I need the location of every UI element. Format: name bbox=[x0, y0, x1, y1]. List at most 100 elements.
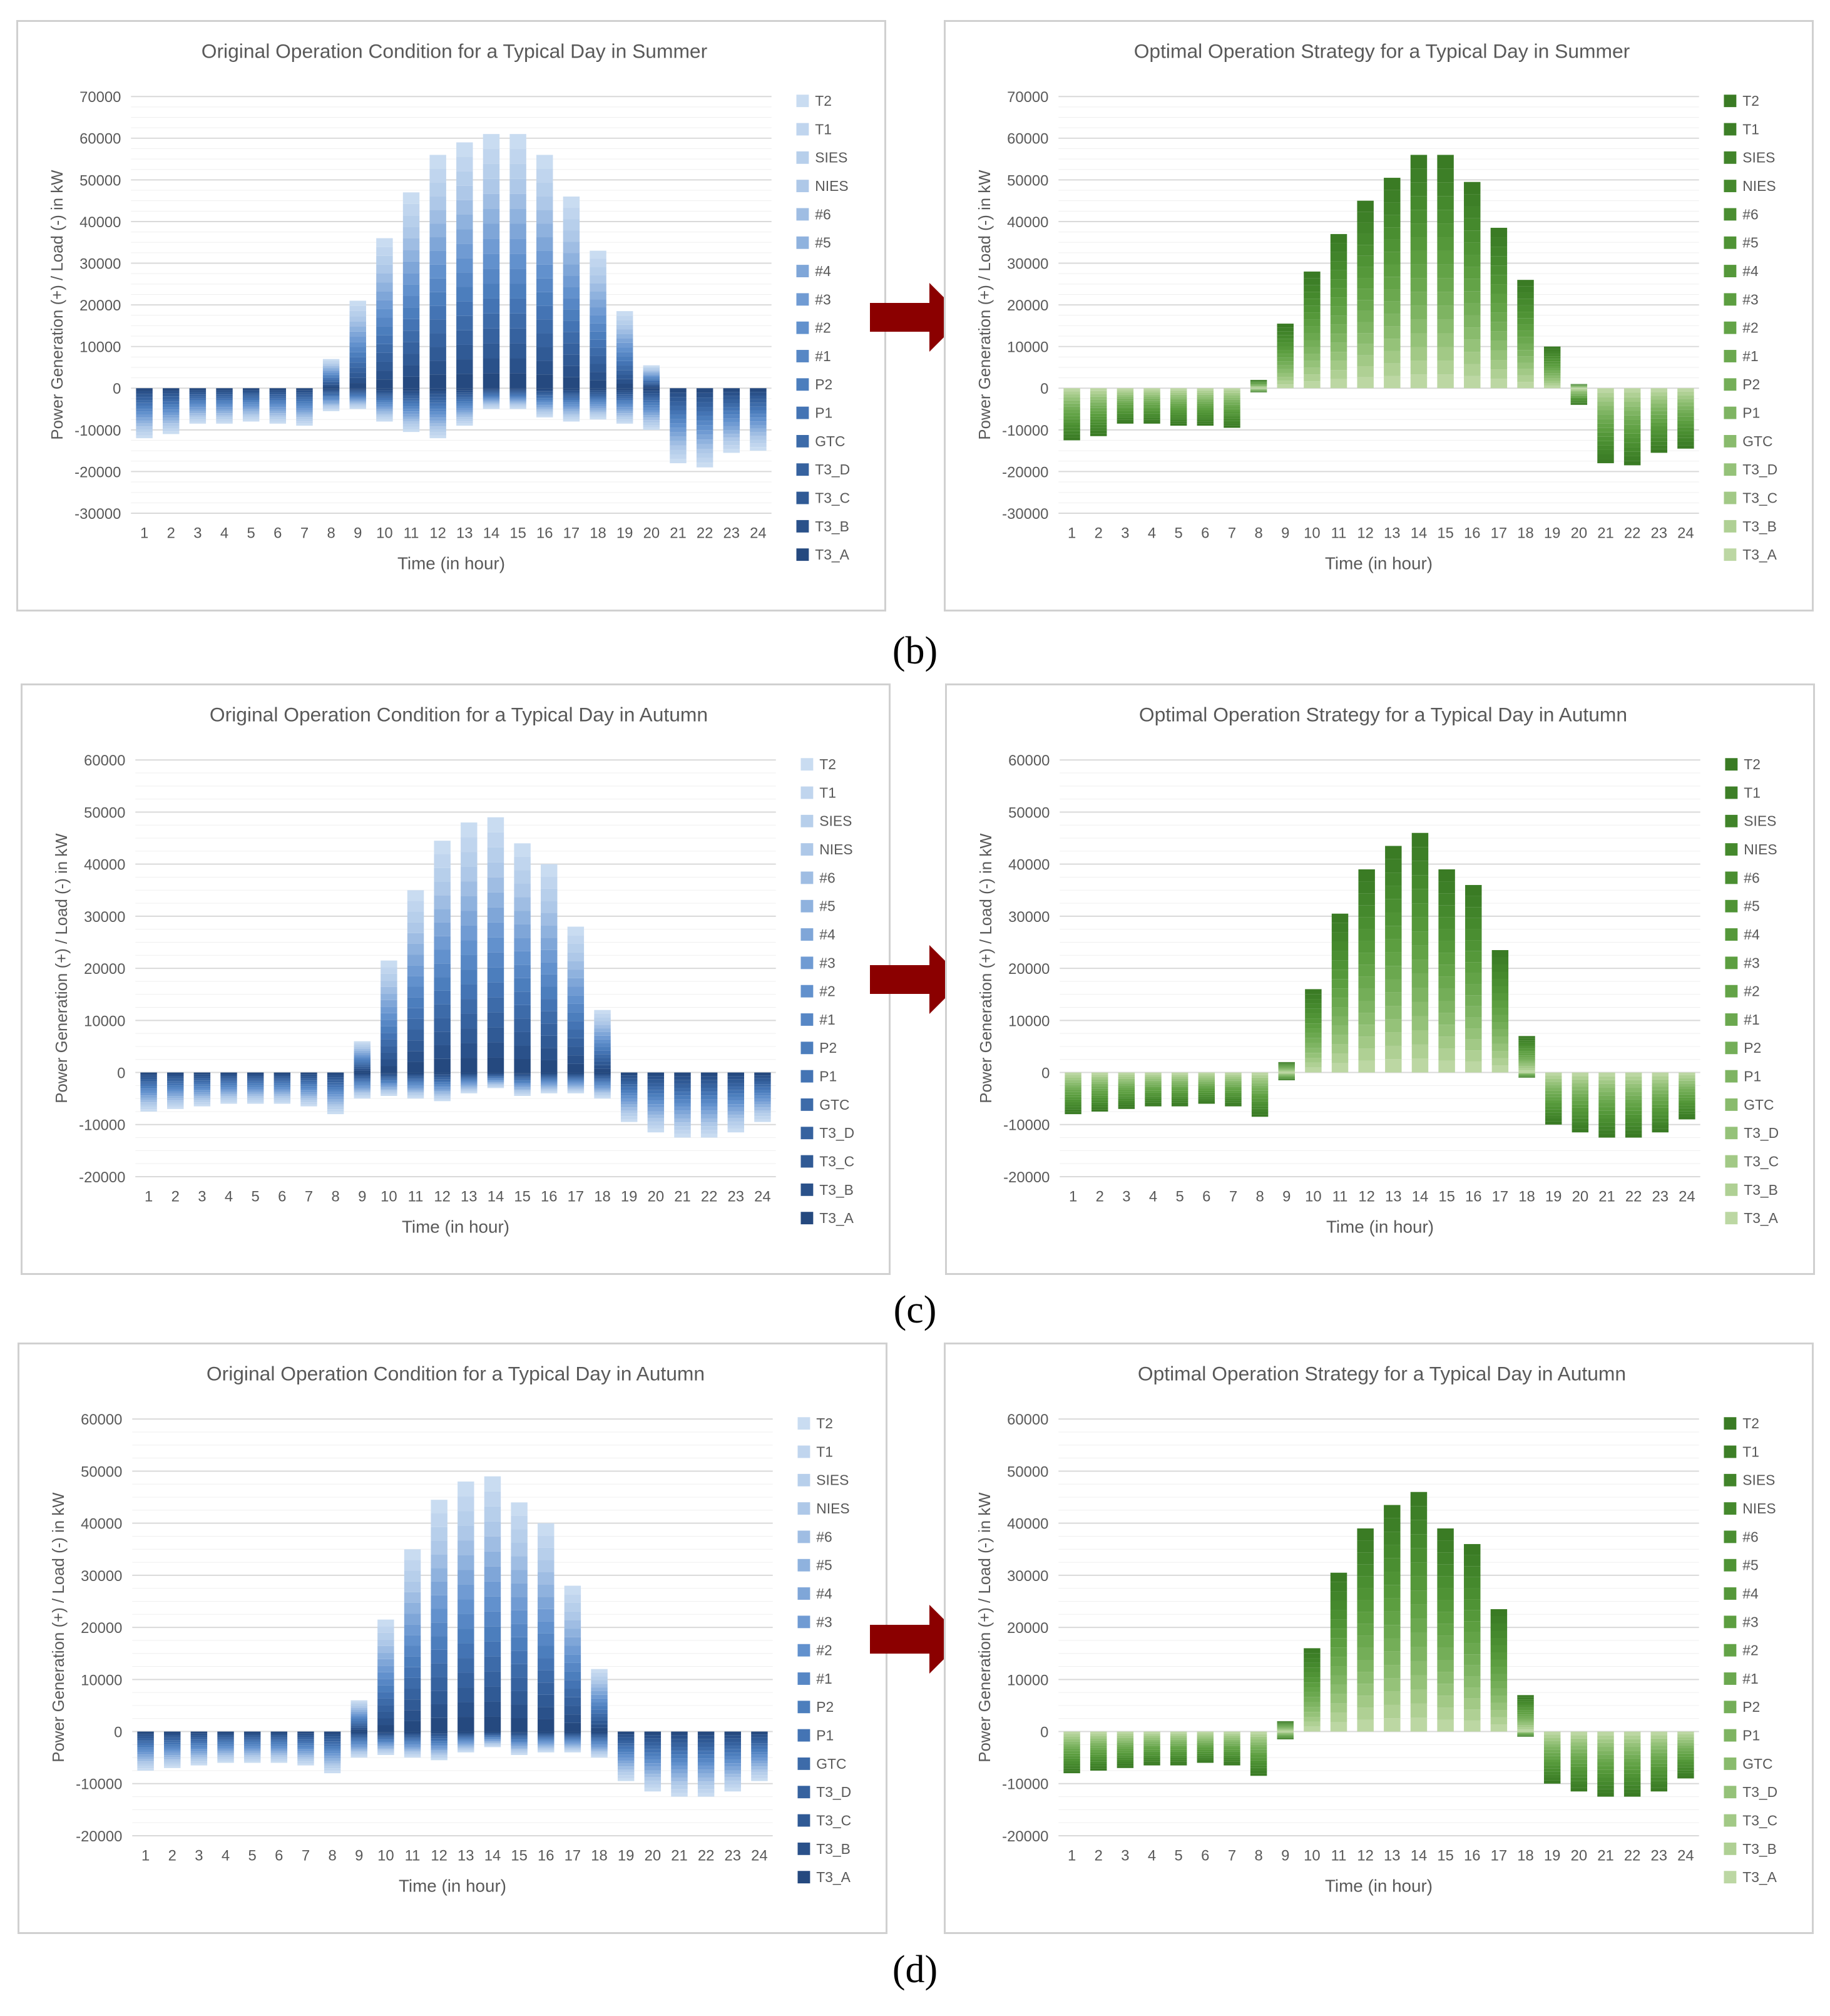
bar-segment-#5 bbox=[1437, 223, 1454, 238]
y-tick-label: -30000 bbox=[74, 506, 121, 523]
bar-segment-T1 bbox=[381, 1093, 397, 1095]
bar-segment-#6 bbox=[1410, 210, 1428, 224]
bar-segment-T1 bbox=[1304, 278, 1321, 285]
bar-segment-#2 bbox=[1063, 412, 1080, 416]
bar-segment-SIES bbox=[541, 888, 558, 901]
bar-segment-T1 bbox=[536, 414, 553, 416]
bar-segment-#2 bbox=[644, 1759, 662, 1764]
bar-segment-T3_D bbox=[1331, 1035, 1349, 1045]
bar-segment-NIES bbox=[1490, 1630, 1508, 1638]
bar-segment-#2 bbox=[1518, 1053, 1535, 1056]
bar-segment-T3_D bbox=[1278, 1073, 1295, 1075]
bar-segment-#5 bbox=[536, 223, 553, 238]
x-axis-label: Time (in hour) bbox=[1325, 553, 1433, 573]
bar-segment-T3_B bbox=[404, 1732, 421, 1735]
legend-label: GTC bbox=[1742, 1756, 1772, 1772]
bar-segment-T3_D bbox=[1277, 1729, 1294, 1730]
y-tick-label: 10000 bbox=[84, 1013, 125, 1030]
bar-segment-#5 bbox=[1597, 1773, 1614, 1778]
bar-segment-T3_A bbox=[1677, 388, 1694, 392]
bar-segment-T3_B bbox=[484, 1701, 501, 1717]
bar-segment-#1 bbox=[536, 278, 553, 292]
bar-segment-P1 bbox=[1198, 1082, 1215, 1084]
bar-segment-T3_A bbox=[1277, 384, 1294, 389]
bar-segment-#1 bbox=[461, 1081, 478, 1083]
bar-segment-T2 bbox=[458, 1481, 474, 1497]
bar-segment-#1 bbox=[647, 1097, 665, 1101]
bar-segment-T3_C bbox=[1679, 1078, 1695, 1081]
bar-segment-NIES bbox=[567, 952, 585, 961]
bar-segment-T3_D bbox=[536, 393, 553, 396]
bar-segment-T3_D bbox=[1570, 1742, 1588, 1746]
bar-segment-NIES bbox=[647, 1118, 665, 1122]
bar-segment-T3_B bbox=[431, 1733, 447, 1735]
legend-swatch bbox=[1724, 434, 1737, 448]
bar-segment-GTC bbox=[407, 1078, 424, 1080]
bar-segment-SIES bbox=[1063, 431, 1080, 434]
bar-segment-#3 bbox=[242, 406, 260, 408]
bar-segment-GTC bbox=[538, 1670, 555, 1683]
bar-segment-SIES bbox=[1570, 1781, 1588, 1784]
bar-segment-#6 bbox=[407, 933, 424, 944]
bar-segment-T3_A bbox=[167, 1072, 184, 1075]
x-tick-label: 22 bbox=[1624, 525, 1641, 542]
bar-segment-T3_C bbox=[407, 1040, 424, 1051]
bar-segment-T3_B bbox=[354, 1068, 371, 1071]
bar-segment-#2 bbox=[429, 411, 446, 415]
bar-segment-#3 bbox=[590, 404, 606, 407]
legend-swatch bbox=[800, 1212, 814, 1225]
bar-segment-T2 bbox=[1277, 1721, 1294, 1722]
bar-segment-T2 bbox=[1570, 404, 1588, 405]
bar-segment-SIES bbox=[564, 1748, 581, 1750]
bar-segment-#2 bbox=[590, 402, 606, 405]
bar-segment-#4 bbox=[402, 261, 420, 274]
bar-segment-SIES bbox=[429, 182, 446, 197]
bar-segment-T3_A bbox=[1358, 1060, 1375, 1073]
bar-segment-#2 bbox=[1304, 1687, 1321, 1692]
bar-segment-SIES bbox=[1623, 1785, 1641, 1789]
bar-segment-T3_C bbox=[727, 1079, 744, 1083]
bar-segment-#5 bbox=[1543, 359, 1561, 362]
bar-segment-T3_C bbox=[1411, 1030, 1429, 1045]
bar-segment-#2 bbox=[754, 1095, 771, 1099]
bar-segment-NIES bbox=[297, 1757, 314, 1760]
bar-segment-#1 bbox=[322, 374, 340, 377]
bar-segment-GTC bbox=[431, 1738, 447, 1741]
bar-segment-P1 bbox=[354, 1061, 371, 1063]
bar-segment-T1 bbox=[1358, 881, 1375, 894]
bar-segment-P2 bbox=[1118, 1085, 1135, 1088]
bar-segment-NIES bbox=[700, 1122, 718, 1127]
legend-label: #6 bbox=[1744, 869, 1759, 886]
bar-segment-#6 bbox=[754, 1107, 771, 1111]
bar-segment-GTC bbox=[509, 313, 526, 329]
legend-label: #1 bbox=[1744, 1011, 1759, 1028]
bar-segment-#6 bbox=[590, 410, 606, 412]
bar-segment-T3_D bbox=[591, 1736, 608, 1738]
bar-segment-T3_C bbox=[670, 397, 687, 402]
bar-segment-T2 bbox=[674, 1133, 691, 1138]
x-tick-label: 5 bbox=[252, 1189, 260, 1205]
bar-segment-#6 bbox=[1305, 1008, 1322, 1014]
bar-segment-#5 bbox=[243, 1751, 261, 1754]
bar-segment-#5 bbox=[1278, 1065, 1295, 1066]
bar-segment-P1 bbox=[190, 1741, 208, 1744]
legend-label: T3_C bbox=[1742, 489, 1777, 506]
bar-segment-T1 bbox=[643, 425, 660, 427]
bar-segment-T3_B bbox=[456, 390, 473, 393]
bar-segment-GTC bbox=[1330, 342, 1347, 352]
bar-segment-T2 bbox=[431, 1500, 447, 1514]
x-tick-label: 24 bbox=[754, 1189, 771, 1205]
bar-segment-T2 bbox=[404, 1549, 421, 1560]
bar-segment-NIES bbox=[1304, 292, 1321, 299]
x-axis-label: Time (in hour) bbox=[1326, 1217, 1434, 1236]
bar-segment-P1 bbox=[1224, 1741, 1240, 1744]
bar-segment-#1 bbox=[1490, 312, 1508, 322]
bar-segment-T3_B bbox=[354, 1073, 371, 1076]
x-tick-label: 5 bbox=[248, 1848, 257, 1865]
bar-segment-P1 bbox=[563, 320, 580, 332]
bar-segment-P1 bbox=[167, 1083, 184, 1086]
bar-segment-T3_D bbox=[1224, 395, 1240, 398]
bar-segment-P1 bbox=[1304, 347, 1321, 354]
bar-segment-GTC bbox=[1198, 1080, 1215, 1082]
bar-segment-T3_D bbox=[750, 399, 767, 403]
